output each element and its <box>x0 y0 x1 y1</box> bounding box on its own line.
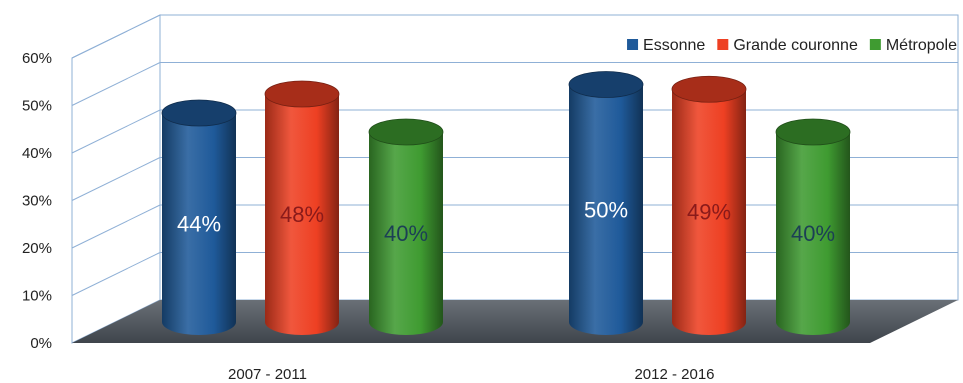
y-tick-label: 10% <box>22 288 52 305</box>
y-tick-label: 20% <box>22 240 52 257</box>
x-category-label: 2012 - 2016 <box>634 366 714 383</box>
gridline-side <box>71 14 161 59</box>
bar: 48% <box>264 80 340 335</box>
legend-swatch <box>869 39 881 50</box>
gridline-side <box>71 62 161 106</box>
bar: 50% <box>568 71 644 335</box>
legend: Métropole Grande couronne Essonne <box>627 37 957 54</box>
bar: 49% <box>671 75 747 335</box>
gridline-side <box>71 109 161 154</box>
data-label: 49% <box>687 200 731 225</box>
x-axis-categories: 2007 - 2011 2012 - 2016 <box>228 366 715 383</box>
bar-top <box>264 80 340 108</box>
bar: 44% <box>161 99 237 335</box>
y-tick-label: 40% <box>22 145 52 162</box>
legend-swatch <box>627 39 639 50</box>
bar-top <box>368 118 444 146</box>
bar-top <box>568 71 644 98</box>
gridline-side <box>71 252 161 296</box>
y-tick-label: 30% <box>22 193 52 210</box>
bar-top <box>775 118 851 146</box>
gridline-side <box>71 157 161 201</box>
data-label: 40% <box>384 221 428 246</box>
bar: 40% <box>775 118 851 335</box>
legend-label: Métropole <box>886 37 957 54</box>
bar-body <box>162 113 236 335</box>
legend-label: Essonne <box>643 37 705 54</box>
bar-body <box>265 94 339 335</box>
y-tick-label: 50% <box>22 98 52 115</box>
gridline-side <box>71 204 161 249</box>
bar-top <box>161 99 237 127</box>
data-label: 48% <box>280 202 324 227</box>
data-label: 44% <box>177 212 221 237</box>
data-label: 40% <box>791 221 835 246</box>
y-tick-label: 60% <box>22 50 52 67</box>
data-label: 50% <box>584 197 628 222</box>
bar-body <box>569 84 643 335</box>
bar-top <box>671 75 747 103</box>
bar: 40% <box>368 118 444 335</box>
bar-body <box>776 132 850 335</box>
y-tick-label: 0% <box>30 335 52 352</box>
bar-body <box>369 132 443 335</box>
bar-body <box>672 89 746 335</box>
legend-swatch <box>717 39 729 50</box>
legend-label: Grande couronne <box>733 37 858 54</box>
bars: 44% 48% 40% 50% 49% 40% <box>161 71 851 335</box>
y-axis-ticks: 0% 10% 20% 30% 40% 50% 60% <box>22 50 52 352</box>
x-category-label: 2007 - 2011 <box>228 366 307 383</box>
